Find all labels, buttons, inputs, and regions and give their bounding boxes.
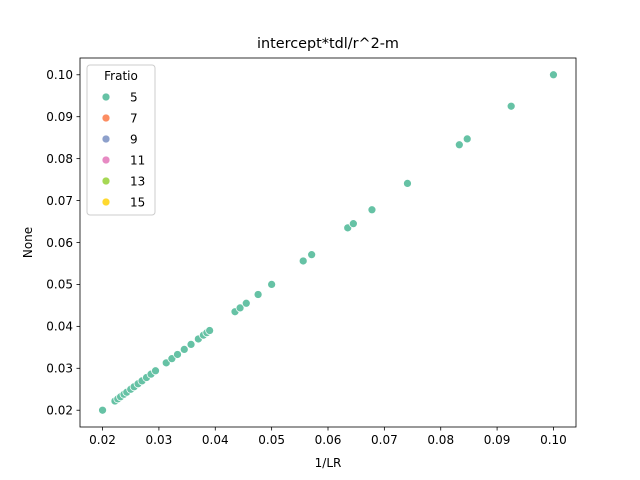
x-tick-label: 0.05 <box>258 433 285 447</box>
data-point <box>98 405 107 415</box>
legend-box <box>86 64 156 216</box>
legend-title: Fratio <box>104 69 138 83</box>
x-axis: 0.02 0.03 0.04 0.05 0.06 0.07 0.08 0.09 0.10 <box>89 427 567 447</box>
legend-label: 15 <box>130 195 145 209</box>
data-point <box>151 366 160 376</box>
data-point <box>253 290 263 299</box>
legend-marker <box>101 155 111 165</box>
x-tick-label: 0.02 <box>89 433 116 447</box>
data-point <box>241 298 251 308</box>
legend-label: 9 <box>130 132 138 146</box>
y-tick-label: 0.10 <box>46 68 73 82</box>
x-axis-label: 1/LR <box>315 456 342 470</box>
x-tick-label: 0.08 <box>427 433 454 447</box>
chart-title: intercept*tdl/r^2-m <box>257 36 399 52</box>
data-point <box>307 250 317 260</box>
data-points <box>98 70 558 415</box>
y-tick-label: 0.05 <box>46 278 73 292</box>
data-point <box>367 205 377 215</box>
y-axis: 0.02 0.03 0.04 0.05 0.06 0.07 0.08 0.09 0.10 <box>46 68 80 418</box>
y-tick-label: 0.03 <box>46 362 73 376</box>
x-tick-label: 0.07 <box>371 433 398 447</box>
legend-marker <box>101 176 111 186</box>
legend-label: 11 <box>130 153 145 167</box>
legend: Fratio 5 7 9 11 13 15 <box>86 64 156 216</box>
y-tick-label: 0.09 <box>46 110 73 124</box>
x-tick-label: 0.04 <box>202 433 229 447</box>
legend-label: 7 <box>130 111 138 125</box>
data-point <box>549 70 558 80</box>
y-axis-label: None <box>21 227 35 258</box>
data-point <box>205 326 215 335</box>
data-point <box>348 219 358 229</box>
x-tick-label: 0.06 <box>315 433 342 447</box>
y-tick-label: 0.07 <box>46 194 73 208</box>
data-point <box>298 256 308 266</box>
legend-marker <box>101 113 111 123</box>
legend-label: 13 <box>130 174 145 188</box>
data-point <box>506 101 516 111</box>
data-point <box>235 303 245 313</box>
data-point <box>267 280 277 289</box>
data-point <box>462 134 472 144</box>
legend-marker <box>101 92 111 102</box>
y-tick-label: 0.08 <box>46 152 73 166</box>
x-tick-label: 0.10 <box>540 433 567 447</box>
legend-label: 5 <box>130 90 138 104</box>
data-point <box>179 345 189 354</box>
y-tick-label: 0.06 <box>46 236 73 250</box>
y-tick-label: 0.02 <box>46 404 73 418</box>
data-point <box>186 340 196 349</box>
data-point <box>173 350 182 359</box>
x-tick-label: 0.03 <box>146 433 173 447</box>
legend-marker <box>101 134 111 144</box>
data-point <box>454 140 464 150</box>
y-tick-label: 0.04 <box>46 320 73 334</box>
x-tick-label: 0.09 <box>484 433 511 447</box>
legend-marker <box>101 197 111 207</box>
data-point <box>403 179 412 188</box>
